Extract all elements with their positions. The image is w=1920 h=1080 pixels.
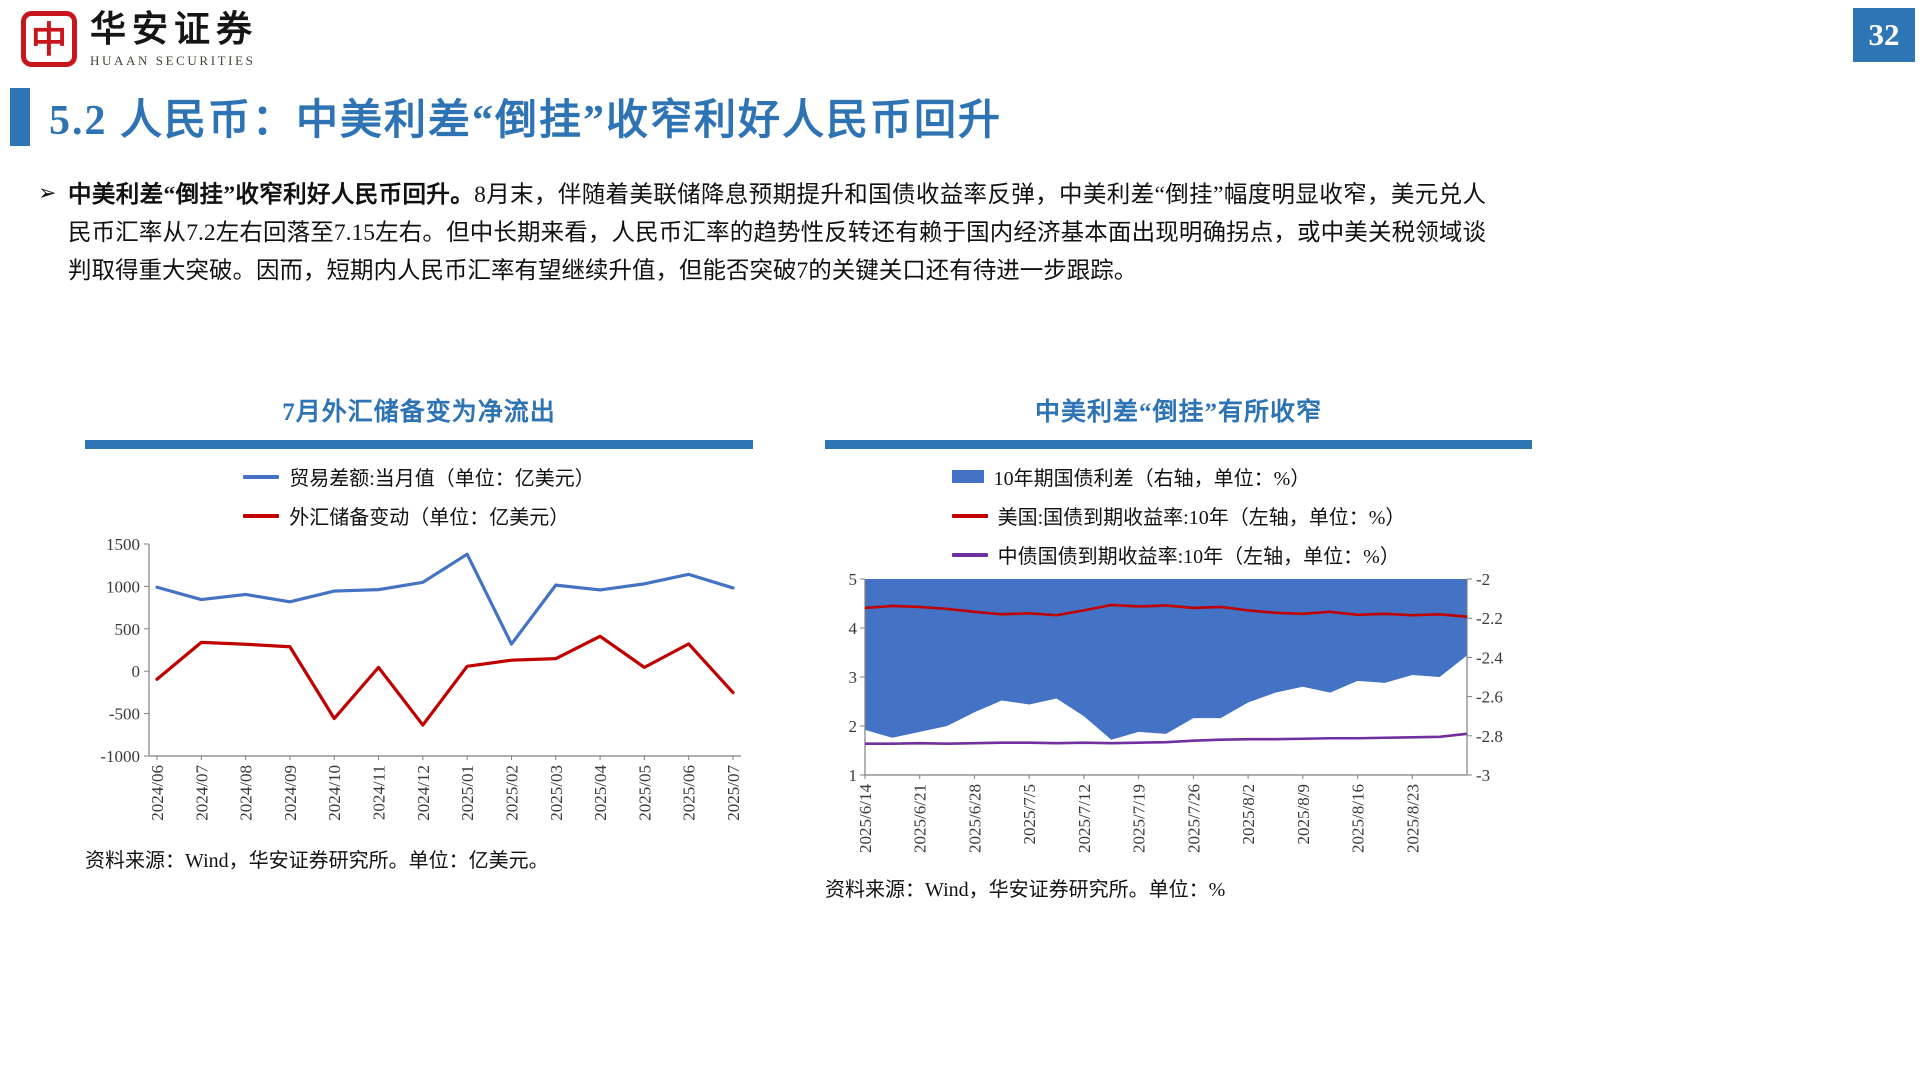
left-y-tick-label: 5 [849, 571, 858, 589]
right-chart-legend: 10年期国债利差（右轴，单位：%） 美国:国债到期收益率:10年（左轴，单位：%）… [951, 462, 1406, 569]
left-source-note: 资料来源：Wind，华安证券研究所。单位：亿美元。 [85, 850, 549, 872]
left-y-tick-label: 3 [849, 668, 858, 687]
spread-area [865, 579, 1467, 740]
legend-label: 贸易差额:当月值（单位：亿美元） [289, 468, 595, 490]
x-tick-label: 2025/8/2 [1239, 784, 1258, 844]
left-chart-panel: 7月外汇储备变为净流出 贸易差额:当月值（单位：亿美元） 外汇储备变动（单位：亿美… [85, 392, 753, 873]
bullet-marker: ➢ [38, 180, 57, 205]
line-series-1 [865, 732, 1468, 745]
y-tick-label: -1000 [100, 747, 140, 766]
legend-item: 中债国债到期收益率:10年（左轴，单位：%） [951, 540, 1406, 569]
series-line-0 [155, 552, 735, 646]
legend-line-swatch [951, 552, 988, 557]
left-title-underline-bar [85, 440, 753, 449]
x-tick-label: 2025/7/12 [1075, 784, 1094, 853]
x-tick-label: 2025/8/16 [1349, 784, 1368, 853]
right-title-underline-bar [825, 440, 1532, 449]
left-chart-legend: 贸易差额:当月值（单位：亿美元） 外汇储备变动（单位：亿美元） [243, 462, 595, 530]
x-tick-label: 2025/07 [724, 765, 743, 821]
x-tick-label: 2025/05 [635, 765, 654, 821]
fx-reserves-chart: 1500 1000 500 0 -500 -1000 2024/06 2024/07 2024/… [100, 535, 743, 821]
legend-label: 10年期国债利差（右轴，单位：%） [993, 468, 1311, 490]
body-lead-bold: 中美利差“倒挂”收窄利好人民币回升。 [68, 182, 475, 208]
legend-line-swatch [951, 513, 988, 518]
left-y-tick-label: 4 [849, 619, 858, 638]
x-tick-label: 2025/8/9 [1294, 784, 1313, 844]
line-series-0 [864, 603, 1468, 619]
seal-character: 中 [31, 20, 67, 60]
x-tick-label: 2024/06 [148, 765, 167, 821]
x-tick-label: 2025/6/21 [911, 784, 930, 853]
x-tick-label: 2024/09 [281, 765, 300, 821]
x-tick-label: 2024/11 [370, 765, 389, 820]
x-tick-label: 2025/04 [591, 765, 610, 821]
legend-area-swatch [951, 470, 984, 483]
legend-item: 贸易差额:当月值（单位：亿美元） [243, 462, 595, 491]
left-y-tick-label: 2 [849, 717, 858, 736]
brand-name-en: HUAAN SECURITIES [90, 52, 256, 68]
brand-logo: 中 华安证券 HUAAN SECURITIES [20, 9, 259, 69]
page-number-badge: 32 [1853, 8, 1915, 62]
legend-label: 美国:国债到期收益率:10年（左轴，单位：%） [997, 507, 1406, 529]
series-line-1 [155, 634, 735, 727]
right-chart-panel: 中美利差“倒挂”有所收窄 10年期国债利差（右轴，单位：%） 美国:国债到期收益率… [825, 392, 1532, 902]
x-tick-label: 2024/07 [192, 765, 211, 821]
brand-name-cn: 华安证券 [90, 9, 259, 49]
legend-line-swatch [243, 513, 280, 518]
x-tick-label: 2025/06 [680, 765, 699, 821]
brand-text: 华安证券 HUAAN SECURITIES [90, 9, 259, 69]
x-tick-label: 2025/6/28 [965, 784, 984, 853]
page-title: 5.2 人民币：中美利差“倒挂”收窄利好人民币回升 [49, 98, 1003, 144]
y-tick-label: 500 [115, 620, 141, 639]
y-tick-label: 0 [132, 662, 141, 681]
legend-item: 美国:国债到期收益率:10年（左轴，单位：%） [951, 501, 1406, 530]
legend-label: 外汇储备变动（单位：亿美元） [289, 507, 570, 529]
right-y-tick-label: -2.8 [1476, 727, 1503, 746]
x-tick-label: 2024/10 [325, 765, 344, 821]
right-chart-title: 中美利差“倒挂”有所收窄 [1034, 399, 1322, 426]
x-tick-label: 2025/02 [502, 765, 521, 821]
x-tick-label: 2024/12 [414, 765, 433, 821]
x-tick-label: 2025/01 [458, 765, 477, 821]
y-tick-label: 1500 [106, 535, 140, 554]
left-chart-title: 7月外汇储备变为净流出 [282, 399, 556, 426]
right-y-tick-label: -3 [1476, 766, 1490, 785]
rate-spread-chart: 5 4 3 2 1 -2 -2.2 -2.4 -2.6 -2.8 -3 2025/6/14 2025/6… [849, 571, 1504, 853]
y-tick-label: 1000 [106, 577, 140, 596]
legend-item: 外汇储备变动（单位：亿美元） [243, 501, 595, 530]
right-y-tick-label: -2.6 [1476, 688, 1503, 707]
x-tick-label: 2025/03 [547, 765, 566, 821]
huaan-seal-icon: 中 [21, 11, 77, 67]
body-rest: 8月末，伴随着美联储降息预期提升和国债收益率反弹，中美利差“倒挂”幅度明显收窄，… [68, 182, 1486, 284]
x-tick-label: 2025/7/19 [1130, 784, 1149, 853]
legend-line-swatch [243, 474, 280, 479]
left-y-tick-label: 1 [849, 766, 858, 785]
x-tick-label: 2025/7/5 [1020, 784, 1039, 844]
body-text: 中美利差“倒挂”收窄利好人民币回升。8月末，伴随着美联储降息预期提升和国债收益率… [68, 176, 1486, 290]
x-tick-label: 2024/08 [237, 765, 256, 821]
x-tick-label: 2025/8/23 [1403, 784, 1422, 853]
right-y-tick-label: -2.4 [1476, 648, 1503, 667]
y-tick-label: -500 [109, 705, 140, 724]
x-tick-label: 2025/6/14 [856, 784, 875, 853]
title-row: 5.2 人民币：中美利差“倒挂”收窄利好人民币回升 [10, 86, 1002, 147]
body-paragraph: ➢ 中美利差“倒挂”收窄利好人民币回升。8月末，伴随着美联储降息预期提升和国债收… [38, 176, 1486, 290]
legend-label: 中债国债到期收益率:10年（左轴，单位：%） [997, 546, 1400, 568]
right-y-tick-label: -2.2 [1476, 609, 1503, 628]
title-accent-bar [10, 87, 30, 146]
right-y-tick-label: -2 [1476, 571, 1490, 589]
right-source-note: 资料来源：Wind，华安证券研究所。单位：% [825, 879, 1226, 901]
legend-item: 10年期国债利差（右轴，单位：%） [951, 462, 1406, 491]
x-tick-label: 2025/7/26 [1184, 784, 1203, 853]
